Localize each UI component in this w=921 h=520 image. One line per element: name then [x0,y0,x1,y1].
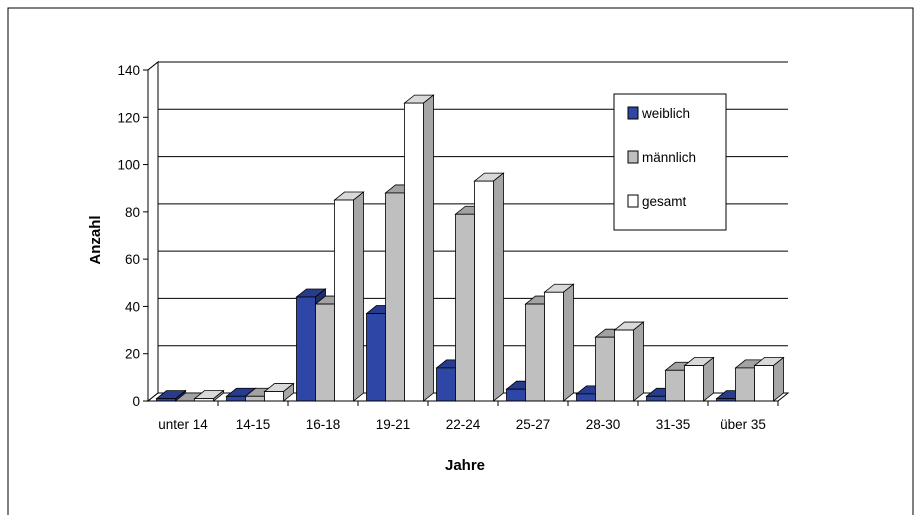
y-tick-label: 40 [125,299,140,314]
side-wall [147,60,159,403]
legend-swatch [627,194,639,208]
legend-label: männlich [642,150,696,165]
bar-gesamt [333,191,365,402]
x-tick-label: 28-30 [586,417,621,432]
bar-gesamt [543,283,575,402]
x-tick-label: 14-15 [236,417,271,432]
y-tick-label: 100 [117,158,140,173]
bar-gesamt [753,356,785,402]
x-axis-title: Jahre [445,457,485,474]
bar-gesamt [473,172,505,402]
bar-gesamt [683,356,715,402]
x-tick-label: 22-24 [446,417,481,432]
x-tick-label: 31-35 [656,417,691,432]
x-tick-label: über 35 [720,417,766,432]
y-tick-label: 80 [125,205,140,220]
bar-gesamt [193,389,225,402]
y-axis-title: Anzahl [87,215,104,264]
axes: 0 20 40 60 80 100 120 140 unter 14 14-15 16-18 19-2… [117,63,779,432]
bar-gesamt [403,94,435,402]
x-tick-label: unter 14 [158,417,208,432]
legend-swatch [627,106,639,120]
y-tick-label: 20 [125,347,140,362]
legend-swatch [627,150,639,164]
x-tick-label: 19-21 [376,417,411,432]
x-tick-label: 16-18 [306,417,341,432]
y-tick-label: 0 [132,394,140,409]
legend: weiblich männlich gesamt [613,93,727,231]
x-tick-label: 25-27 [516,417,551,432]
legend-label: gesamt [642,194,687,209]
y-tick-label: 120 [117,110,140,125]
bar-gesamt [613,321,645,402]
legend-label: weiblich [641,106,690,121]
bars [155,94,785,402]
y-tick-label: 140 [117,63,140,78]
y-tick-label: 60 [125,252,140,267]
